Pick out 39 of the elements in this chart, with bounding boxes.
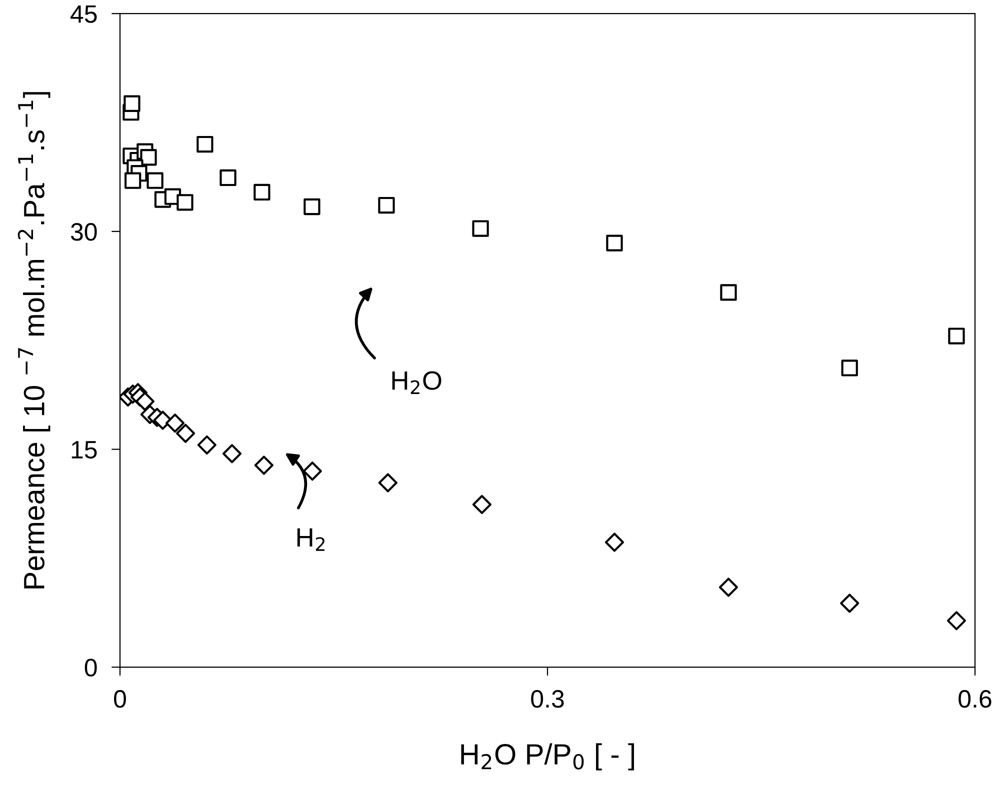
text: Permeance [ 10 $^{−7}$ mol.m$^{−2}$.Pa$^{−1}$.s$^{−1}$] — [18, 92, 50, 588]
point — [840, 594, 860, 613]
x-tick-label: 0.6 — [958, 690, 992, 708]
point — [841, 360, 858, 376]
point — [196, 136, 214, 153]
point — [222, 444, 242, 464]
x-axis-title: H$_{2}$O P/P$_{0}$ [ - ] — [461, 743, 634, 770]
point — [378, 196, 395, 214]
point — [718, 578, 738, 597]
point — [176, 424, 196, 443]
point — [220, 169, 236, 186]
point — [124, 95, 140, 112]
point — [124, 172, 142, 189]
point — [165, 414, 185, 433]
point — [720, 284, 737, 301]
point — [472, 220, 489, 237]
point — [302, 462, 322, 481]
point — [254, 184, 270, 201]
x-tick-label: 0 — [114, 690, 126, 708]
y-tick-label: 30 — [70, 223, 97, 241]
annotation: H$_{2}$ — [297, 528, 324, 551]
y-tick-label: 45 — [70, 5, 97, 23]
point — [948, 328, 965, 344]
point — [146, 172, 164, 189]
point — [304, 198, 320, 216]
point — [472, 494, 492, 514]
y-tick-label: 15 — [72, 441, 97, 459]
annotation: H$_{2}$O — [392, 371, 442, 394]
point — [140, 149, 157, 166]
point — [606, 234, 623, 252]
point — [604, 532, 624, 552]
point — [378, 473, 398, 492]
x-tick-label: 0.3 — [531, 690, 564, 708]
point — [254, 456, 274, 475]
point — [197, 435, 216, 454]
point — [176, 194, 194, 211]
point — [135, 392, 154, 411]
y-tick-label: 0 — [84, 658, 97, 676]
point — [946, 611, 966, 630]
